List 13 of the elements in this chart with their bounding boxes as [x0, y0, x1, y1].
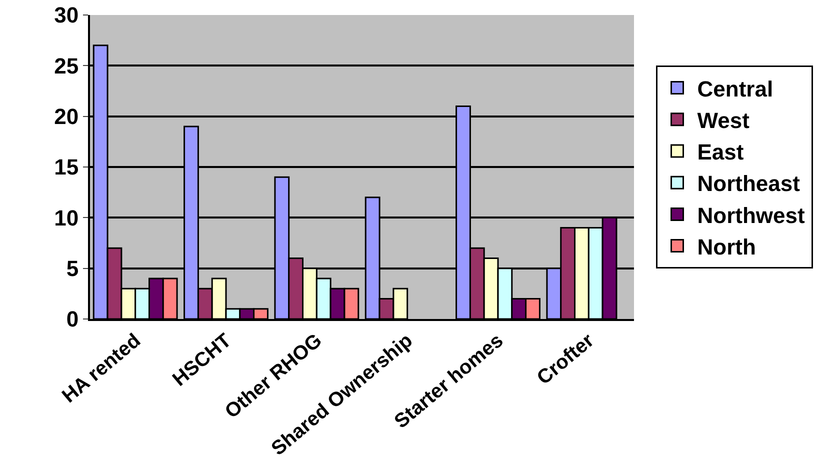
y-tick-label: 25	[54, 53, 79, 78]
y-tick-label: 20	[54, 104, 79, 130]
legend-label: North	[697, 234, 756, 260]
y-tick-label: 15	[54, 154, 79, 180]
legend-label: West	[697, 108, 750, 133]
y-tick-label: 30	[54, 2, 79, 28]
y-tick-label: 0	[66, 306, 79, 332]
legend-label: Northeast	[697, 171, 801, 196]
legend-label: East	[697, 140, 744, 165]
y-tick-label: 5	[66, 256, 79, 282]
legend-label: Northwest	[697, 202, 806, 228]
legend-label: Central	[697, 76, 774, 102]
y-tick-label: 10	[54, 205, 79, 230]
